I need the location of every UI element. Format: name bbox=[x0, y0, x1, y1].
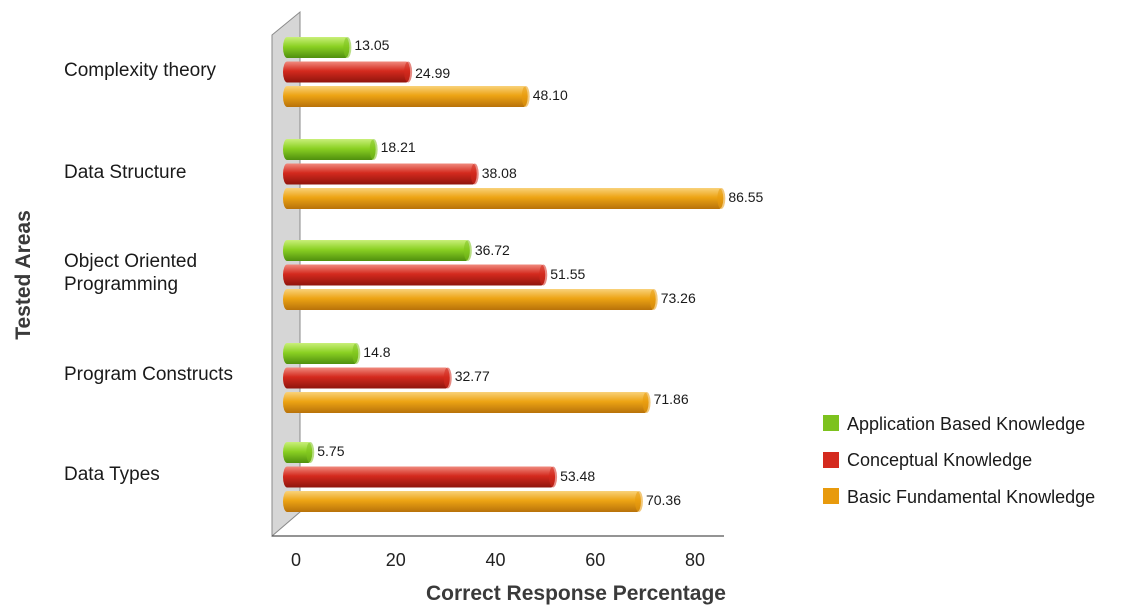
data-label: 53.48 bbox=[560, 468, 595, 484]
x-tick-label: 80 bbox=[685, 550, 705, 570]
x-tick-label: 0 bbox=[291, 550, 301, 570]
data-label: 13.05 bbox=[354, 37, 389, 53]
bar-2-1 bbox=[283, 188, 726, 209]
legend-swatch-basic bbox=[823, 488, 839, 504]
bar-0-1 bbox=[283, 139, 378, 160]
data-label: 70.36 bbox=[646, 492, 681, 508]
legend-label-basic: Basic Fundamental Knowledge bbox=[847, 487, 1095, 507]
x-axis-title: Correct Response Percentage bbox=[426, 582, 726, 605]
bar-0-4 bbox=[283, 442, 315, 463]
legend-label-conceptual: Conceptual Knowledge bbox=[847, 450, 1032, 470]
bar-0-3 bbox=[283, 343, 361, 364]
x-tick-label: 60 bbox=[585, 550, 605, 570]
legend-swatch-conceptual bbox=[823, 452, 839, 468]
data-label: 73.26 bbox=[661, 290, 696, 306]
legend: Application Based Knowledge Conceptual K… bbox=[823, 414, 1095, 507]
data-label: 36.72 bbox=[475, 242, 510, 258]
data-label: 14.8 bbox=[363, 344, 390, 360]
category-label: Data Structure bbox=[64, 162, 187, 183]
bar-2-3 bbox=[283, 392, 651, 413]
data-label: 38.08 bbox=[482, 165, 517, 181]
category-label: Data Types bbox=[64, 464, 160, 485]
bar-1-1 bbox=[283, 163, 479, 185]
legend-swatch-application bbox=[823, 415, 839, 431]
category-label: Program Constructs bbox=[64, 364, 233, 385]
data-label: 18.21 bbox=[381, 139, 416, 155]
bar-2-0 bbox=[283, 86, 530, 107]
y-axis-title: Tested Areas bbox=[12, 210, 35, 340]
bar-1-4 bbox=[283, 466, 558, 488]
bar-1-3 bbox=[283, 367, 452, 389]
legend-label-application: Application Based Knowledge bbox=[847, 414, 1085, 434]
bar-0-0 bbox=[283, 37, 352, 58]
data-label: 48.10 bbox=[533, 87, 568, 103]
bar-1-2 bbox=[283, 264, 548, 286]
category-label: Complexity theory bbox=[64, 60, 217, 81]
x-tick-label: 20 bbox=[386, 550, 406, 570]
data-label: 32.77 bbox=[455, 368, 490, 384]
bar-2-4 bbox=[283, 491, 643, 512]
category-label: Object Oriented Programming bbox=[64, 251, 197, 295]
data-label: 5.75 bbox=[317, 443, 344, 459]
bar-2-2 bbox=[283, 289, 658, 310]
bar-0-2 bbox=[283, 240, 472, 261]
bar-1-0 bbox=[283, 61, 413, 83]
data-label: 24.99 bbox=[415, 65, 450, 81]
data-label: 51.55 bbox=[550, 266, 585, 282]
data-label: 71.86 bbox=[654, 391, 689, 407]
x-tick-label: 40 bbox=[485, 550, 505, 570]
data-label: 86.55 bbox=[728, 189, 763, 205]
